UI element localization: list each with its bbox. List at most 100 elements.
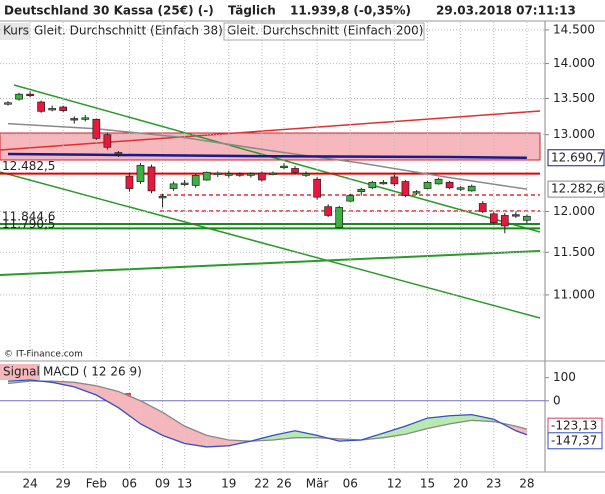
x-tick-label: 15 <box>420 477 435 491</box>
candle-body <box>4 102 12 105</box>
macd-fill <box>405 418 428 435</box>
x-tick-label: 24 <box>22 477 37 491</box>
candle-body <box>92 118 101 139</box>
legend-entry: Gleit. Durchschnitt (Einfach 38) <box>34 24 223 38</box>
candle-body <box>48 108 57 111</box>
last-value-box <box>547 432 603 450</box>
macd-fill <box>96 385 119 408</box>
candle-body <box>489 213 498 224</box>
source: © IT-Finance.com <box>4 350 83 360</box>
candle-body <box>346 195 355 202</box>
title: Deutschland 30 Kassa (25€) (-) <box>4 4 214 18</box>
legend-entry: Signal <box>3 365 40 379</box>
x-tick-label: 22 <box>254 477 269 491</box>
y-tick-label: 11.000 <box>553 287 595 301</box>
x-tick-label: 12 <box>387 477 402 491</box>
candle-body <box>379 181 388 185</box>
candle-body <box>478 203 487 212</box>
candle-body <box>357 188 366 193</box>
last-value-label: -147,37 <box>551 433 597 447</box>
candle-body <box>224 173 233 176</box>
macd-fill <box>427 415 450 429</box>
y-tick-label: 11.500 <box>553 245 595 259</box>
candle-body <box>302 173 310 176</box>
x-tick-label: 23 <box>486 477 501 491</box>
y-tick-label: 100 <box>553 370 576 384</box>
candle-body <box>269 172 277 175</box>
candle-body <box>313 178 321 198</box>
legend-price: Kurs <box>3 24 29 38</box>
x-tick-label: 26 <box>276 477 291 491</box>
candle-body <box>114 152 123 155</box>
legend-entry: Gleit. Durchschnitt (Einfach 200) <box>227 24 423 38</box>
candle-body <box>291 168 299 173</box>
candle-body <box>445 181 454 189</box>
macd-fill <box>206 435 229 447</box>
y-tick-label: 14.500 <box>553 22 595 36</box>
candle-body <box>335 207 344 228</box>
level-label: 11.844,6 <box>2 209 55 223</box>
trend-line <box>0 110 541 151</box>
candle-body <box>511 214 520 217</box>
candle-body <box>500 215 509 227</box>
macd-fill <box>449 414 472 424</box>
last-price: 11.939,8 (-0,35%) <box>290 4 411 18</box>
candle-body <box>191 175 200 186</box>
candle-body <box>103 134 112 148</box>
x-tick-label: 09 <box>155 477 170 491</box>
y-tick-label: 13.000 <box>553 127 595 141</box>
candle-body <box>169 183 178 189</box>
candle-body <box>258 172 266 181</box>
candle-body <box>280 165 288 169</box>
candle-body <box>434 178 443 185</box>
legend-box <box>223 22 425 41</box>
legend-bg <box>0 23 30 40</box>
x-tick-label: 19 <box>221 477 236 491</box>
macd-fill <box>515 426 527 435</box>
x-tick-label: Mär <box>306 477 329 491</box>
macd-line <box>7 380 528 442</box>
x-tick-label: Feb <box>86 477 107 491</box>
candle-body <box>70 118 79 121</box>
last-value-box <box>547 180 605 198</box>
y-tick-label: 14.000 <box>553 56 595 70</box>
trend-line <box>0 171 541 319</box>
candle-body <box>390 176 399 185</box>
candle-body <box>15 93 23 100</box>
timestamp: 29.03.2018 07:11:13 <box>436 4 576 18</box>
candle-body <box>324 206 333 216</box>
level-label: 11.790,5 <box>2 217 55 231</box>
candle-body <box>412 191 421 194</box>
y-tick-label: 12.000 <box>553 204 595 218</box>
level-label: 12.482,5 <box>2 159 55 173</box>
candle-body <box>213 172 222 175</box>
macd-fill <box>184 426 207 447</box>
last-value-label: 12.282,6 <box>551 182 604 196</box>
candle-body <box>180 182 189 185</box>
x-tick-label: 06 <box>343 477 358 491</box>
macd-fill <box>118 391 141 424</box>
moving-average <box>7 152 527 160</box>
candle-body <box>202 171 211 181</box>
candle-body <box>136 165 145 182</box>
candle-body <box>467 185 476 192</box>
macd-line <box>7 379 528 448</box>
candle-body <box>523 215 531 221</box>
candle-body <box>37 101 45 112</box>
x-tick-label: 29 <box>56 477 71 491</box>
candle-body <box>456 187 465 190</box>
macd-fill <box>162 412 185 444</box>
last-value-label: -123,13 <box>551 419 597 433</box>
candle-body <box>125 175 134 189</box>
candle-body <box>368 181 377 189</box>
candle-body <box>401 181 410 196</box>
candle-body <box>423 181 432 189</box>
interval: Täglich <box>228 4 276 18</box>
y-tick-label: 0 <box>553 393 561 407</box>
trend-line <box>0 250 541 276</box>
x-tick-label: 20 <box>453 477 468 491</box>
candle-body <box>81 117 90 120</box>
last-value-label: 12.690,7 <box>551 150 604 164</box>
